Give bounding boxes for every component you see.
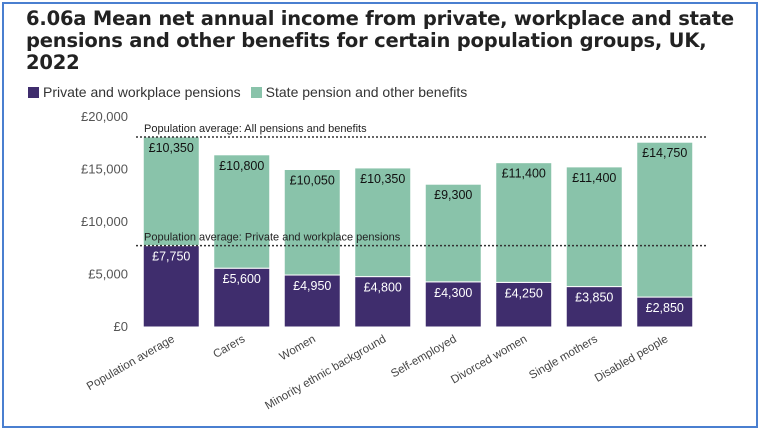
bar-state-pension-and-other-benefits-minority-ethnic-background xyxy=(354,167,412,278)
data-label-state-pension-and-other-benefits-divorced-women: £11,400 xyxy=(502,167,546,181)
data-label-state-pension-and-other-benefits-women: £10,050 xyxy=(290,174,335,188)
bar-private-and-workplace-pensions-single-mothers xyxy=(565,286,623,328)
bar-state-pension-and-other-benefits-single-mothers xyxy=(565,166,623,288)
legend-item-private-workplace: Private and workplace pensions xyxy=(28,84,241,100)
data-label-private-and-workplace-pensions-population-average: £7,750 xyxy=(152,250,190,264)
x-tick-label-minority-ethnic-background: Minority ethnic background xyxy=(263,333,388,412)
x-tick-label-carers: Carers xyxy=(211,333,247,361)
legend-item-state-pension: State pension and other benefits xyxy=(250,84,468,100)
data-label-private-and-workplace-pensions-disabled-people: £2,850 xyxy=(646,301,684,315)
legend-label-state-pension: State pension and other benefits xyxy=(265,84,468,100)
bar-private-and-workplace-pensions-divorced-women xyxy=(495,281,553,328)
data-label-private-and-workplace-pensions-self-employed: £4,300 xyxy=(434,286,472,300)
legend-swatch-state-pension xyxy=(250,86,262,98)
y-tick-label-10000: £10,000 xyxy=(81,214,128,229)
x-tick-label-single-mothers: Single mothers xyxy=(527,333,600,382)
bar-private-and-workplace-pensions-women xyxy=(283,274,341,328)
bar-private-and-workplace-pensions-carers xyxy=(213,267,271,328)
data-label-state-pension-and-other-benefits-self-employed: £9,300 xyxy=(434,188,472,202)
data-label-private-and-workplace-pensions-divorced-women: £4,250 xyxy=(505,286,543,300)
y-tick-label-5000: £5,000 xyxy=(88,267,128,282)
x-tick-label-women: Women xyxy=(278,333,318,363)
chart-legend: Private and workplace pensions State pen… xyxy=(28,84,477,100)
reference-line-label-1: Population average: All pensions and ben… xyxy=(144,123,367,135)
x-tick-label-disabled-people: Disabled people xyxy=(593,333,670,385)
bar-state-pension-and-other-benefits-divorced-women xyxy=(495,162,553,283)
x-tick-label-divorced-women: Divorced women xyxy=(449,333,529,386)
legend-label-private-workplace: Private and workplace pensions xyxy=(43,84,241,100)
data-label-private-and-workplace-pensions-single-mothers: £3,850 xyxy=(575,291,613,305)
y-tick-label-15000: £15,000 xyxy=(81,162,128,177)
data-label-private-and-workplace-pensions-minority-ethnic-background: £4,800 xyxy=(364,281,402,295)
y-tick-label-0: £0 xyxy=(114,319,128,334)
bar-private-and-workplace-pensions-minority-ethnic-background xyxy=(354,276,412,328)
chart-title: 6.06a Mean net annual income from privat… xyxy=(26,7,734,74)
data-label-state-pension-and-other-benefits-population-average: £10,350 xyxy=(149,141,194,155)
data-label-state-pension-and-other-benefits-single-mothers: £11,400 xyxy=(572,171,616,185)
bar-state-pension-and-other-benefits-women xyxy=(283,169,341,276)
bar-state-pension-and-other-benefits-self-employed xyxy=(424,183,482,283)
bar-private-and-workplace-pensions-population-average xyxy=(142,245,200,328)
bar-state-pension-and-other-benefits-population-average xyxy=(142,136,200,247)
data-label-private-and-workplace-pensions-carers: £5,600 xyxy=(223,272,261,286)
reference-line-label-2: Population average: Private and workplac… xyxy=(144,232,401,244)
bar-private-and-workplace-pensions-disabled-people xyxy=(636,296,694,328)
bar-private-and-workplace-pensions-self-employed xyxy=(424,281,482,328)
data-label-state-pension-and-other-benefits-minority-ethnic-background: £10,350 xyxy=(360,172,405,186)
data-label-state-pension-and-other-benefits-disabled-people: £14,750 xyxy=(642,146,687,160)
data-label-private-and-workplace-pensions-women: £4,950 xyxy=(293,279,331,293)
y-tick-label-20000: £20,000 xyxy=(81,109,128,124)
bar-state-pension-and-other-benefits-disabled-people xyxy=(636,141,694,298)
x-tick-label-self-employed: Self-employed xyxy=(389,333,459,380)
legend-swatch-private-workplace xyxy=(28,86,39,98)
x-tick-label-population-average: Population average xyxy=(85,333,177,393)
bar-state-pension-and-other-benefits-carers xyxy=(213,154,271,269)
data-label-state-pension-and-other-benefits-carers: £10,800 xyxy=(219,159,264,173)
